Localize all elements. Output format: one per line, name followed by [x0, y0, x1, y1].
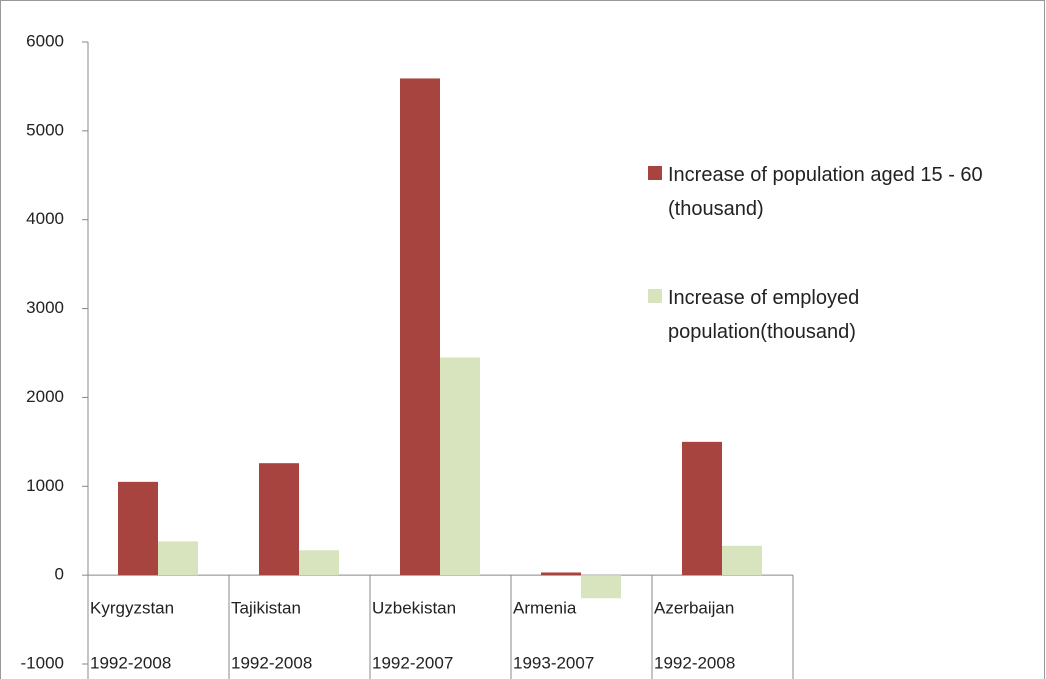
bar: [158, 541, 198, 576]
bar: [118, 481, 158, 576]
x-tick-sublabel: 1992-2008: [231, 653, 312, 672]
bar: [682, 441, 722, 576]
y-tick-label: 0: [55, 565, 64, 584]
legend-label: Increase of employed population(thousand…: [668, 287, 860, 343]
legend-item: Increase of population aged 15 - 60 (tho…: [648, 158, 1028, 226]
x-tick-sublabel: 1992-2008: [90, 653, 171, 672]
y-tick-label: 3000: [26, 298, 64, 317]
y-tick-label: 2000: [26, 387, 64, 406]
bar: [400, 78, 440, 576]
bar: [299, 550, 339, 576]
legend-label: Increase of population aged 15 - 60 (tho…: [668, 164, 983, 220]
bar: [440, 357, 480, 576]
x-tick-label: Uzbekistan: [372, 598, 456, 617]
legend-swatch: [648, 166, 662, 180]
x-tick-label: Kyrgyzstan: [90, 598, 174, 617]
y-tick-label: 6000: [26, 31, 64, 50]
bar: [541, 572, 581, 576]
x-tick-sublabel: 1992-2008: [654, 653, 735, 672]
bar: [581, 575, 621, 599]
legend-item: Increase of employed population(thousand…: [648, 281, 1028, 349]
y-tick-label: 1000: [26, 476, 64, 495]
x-tick-label: Tajikistan: [231, 598, 301, 617]
y-tick-label: -1000: [21, 653, 64, 672]
bar: [722, 545, 762, 576]
y-tick-label: 4000: [26, 209, 64, 228]
x-tick-label: Armenia: [513, 598, 577, 617]
y-tick-label: 5000: [26, 120, 64, 139]
x-tick-sublabel: 1993-2007: [513, 653, 594, 672]
x-tick-sublabel: 1992-2007: [372, 653, 453, 672]
x-tick-label: Azerbaijan: [654, 598, 734, 617]
bar: [259, 463, 299, 576]
legend-swatch: [648, 289, 662, 303]
